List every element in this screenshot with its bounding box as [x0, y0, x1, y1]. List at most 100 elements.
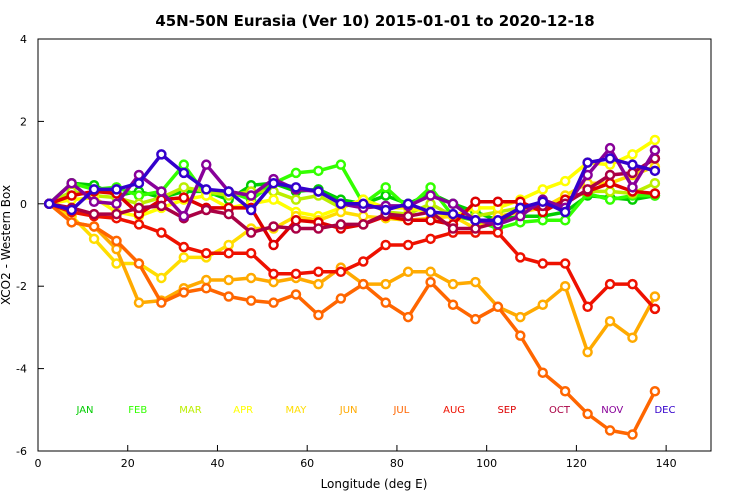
legend-label-feb: FEB — [128, 405, 147, 416]
legend-label-aug: AUG — [443, 405, 465, 416]
data-point — [358, 219, 369, 230]
data-point — [425, 276, 436, 288]
data-point — [627, 429, 638, 440]
data-point — [313, 309, 324, 321]
data-point — [649, 291, 661, 302]
data-point — [290, 194, 302, 205]
data-point — [492, 227, 504, 238]
data-point — [156, 227, 167, 238]
data-point — [66, 217, 77, 228]
y-tick-label: -2 — [16, 280, 27, 293]
data-point — [402, 266, 414, 278]
chart-title: 45N-50N Eurasia (Ver 10) 2015-01-01 to 2… — [155, 12, 594, 30]
data-point — [268, 194, 279, 205]
data-point — [133, 258, 145, 269]
data-point — [66, 177, 77, 189]
data-point — [537, 215, 548, 226]
data-point — [470, 215, 481, 226]
series-line — [48, 202, 657, 354]
y-tick-label: 4 — [20, 33, 27, 46]
data-point — [380, 204, 391, 216]
legend-label-sep: SEP — [497, 405, 516, 416]
data-point — [604, 315, 616, 327]
x-axis: 0 20 40 60 80 100 120 140 — [35, 445, 677, 470]
data-point — [268, 276, 279, 288]
legend-label-oct: OCT — [549, 405, 571, 416]
data-point — [649, 177, 661, 189]
data-point — [290, 223, 302, 234]
data-point — [178, 182, 190, 193]
data-point — [43, 198, 55, 210]
series-line — [48, 152, 656, 223]
legend-label-jun: JUN — [339, 405, 358, 416]
data-point — [111, 184, 122, 195]
data-point — [425, 233, 436, 245]
data-point — [201, 159, 212, 170]
x-tick-label: 0 — [35, 457, 42, 470]
data-point — [447, 299, 459, 310]
x-tick-label: 60 — [300, 457, 314, 470]
data-point — [358, 278, 369, 290]
data-point — [515, 210, 526, 222]
data-point — [245, 272, 257, 284]
y-tick-label: -4 — [16, 363, 27, 376]
data-point — [268, 268, 279, 280]
data-point — [133, 190, 145, 201]
data-point — [178, 192, 190, 203]
data-point — [335, 159, 347, 170]
legend: JAN FEB MAR APR MAY JUN JUL AUG SEP OCT NOV DEC — [75, 405, 675, 416]
data-point — [133, 297, 145, 308]
data-point — [425, 206, 436, 218]
data-point — [313, 165, 324, 177]
data-point — [88, 233, 100, 245]
data-point — [604, 177, 616, 189]
data-point — [627, 182, 638, 193]
data-point — [66, 204, 77, 216]
data-point — [380, 278, 391, 290]
legend-label-apr: APR — [233, 405, 253, 416]
data-point — [111, 235, 122, 247]
data-point — [537, 367, 548, 378]
data-point — [582, 301, 593, 313]
data-point — [447, 278, 459, 290]
series-line — [48, 202, 657, 311]
legend-label-mar: MAR — [179, 405, 201, 416]
data-point — [559, 206, 571, 218]
data-point — [178, 241, 190, 253]
series-line — [48, 202, 657, 437]
data-point — [201, 247, 212, 259]
data-point — [156, 200, 167, 212]
x-tick-label: 40 — [210, 457, 224, 470]
data-point — [627, 332, 638, 343]
data-point — [223, 186, 234, 197]
data-point — [559, 386, 571, 397]
data-point — [358, 198, 369, 210]
data-point — [380, 190, 391, 201]
series-jul — [43, 198, 661, 440]
legend-label-jul: JUL — [392, 405, 409, 416]
data-point — [358, 256, 369, 267]
data-point — [402, 198, 414, 210]
data-point — [604, 153, 616, 164]
data-point — [470, 196, 481, 207]
data-point — [627, 149, 638, 160]
data-point — [88, 184, 100, 195]
data-point — [156, 272, 167, 284]
data-point — [178, 167, 190, 179]
data-point — [492, 301, 504, 313]
data-point — [402, 239, 414, 251]
data-point — [66, 190, 77, 201]
data-point — [201, 283, 212, 294]
data-point — [627, 278, 638, 290]
data-point — [358, 210, 369, 222]
data-point — [313, 186, 324, 197]
data-point — [559, 175, 571, 187]
data-point — [559, 215, 571, 226]
y-tick-label: 0 — [20, 198, 27, 211]
legend-label-nov: NOV — [601, 405, 623, 416]
data-point — [447, 223, 459, 234]
data-point — [402, 311, 414, 323]
data-point — [425, 198, 436, 210]
data-point — [537, 184, 548, 195]
data-point — [649, 386, 661, 397]
